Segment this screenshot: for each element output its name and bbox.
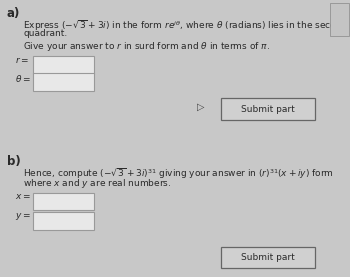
Text: $\theta=$: $\theta=$	[15, 73, 31, 84]
FancyBboxPatch shape	[221, 98, 315, 120]
Text: Hence, compute $(-\sqrt{3}+3i)^{31}$ giving your answer in $(r)^{31}(x+iy)$ form: Hence, compute $(-\sqrt{3}+3i)^{31}$ giv…	[23, 166, 334, 181]
FancyBboxPatch shape	[221, 247, 315, 268]
FancyBboxPatch shape	[33, 212, 94, 230]
FancyBboxPatch shape	[330, 3, 349, 36]
FancyBboxPatch shape	[33, 73, 94, 91]
Text: ▷: ▷	[197, 102, 205, 112]
Text: a): a)	[7, 7, 20, 20]
Text: b): b)	[7, 155, 20, 168]
Text: quadrant.: quadrant.	[23, 29, 67, 38]
Text: $y=$: $y=$	[15, 211, 31, 222]
Text: Express $(-\sqrt{3}+3i)$ in the form $re^{i\theta}$, where $\theta$ (radians) li: Express $(-\sqrt{3}+3i)$ in the form $re…	[23, 18, 348, 32]
Text: $r=$: $r=$	[15, 55, 29, 65]
Text: Submit part: Submit part	[241, 105, 295, 114]
Text: $x=$: $x=$	[15, 192, 31, 201]
Text: Submit part: Submit part	[241, 253, 295, 262]
FancyBboxPatch shape	[33, 193, 94, 210]
Text: where $x$ and $y$ are real numbers.: where $x$ and $y$ are real numbers.	[23, 177, 171, 190]
Text: Give your answer to $r$ in surd form and $\theta$ in terms of $\pi$.: Give your answer to $r$ in surd form and…	[23, 40, 270, 53]
FancyBboxPatch shape	[33, 56, 94, 74]
